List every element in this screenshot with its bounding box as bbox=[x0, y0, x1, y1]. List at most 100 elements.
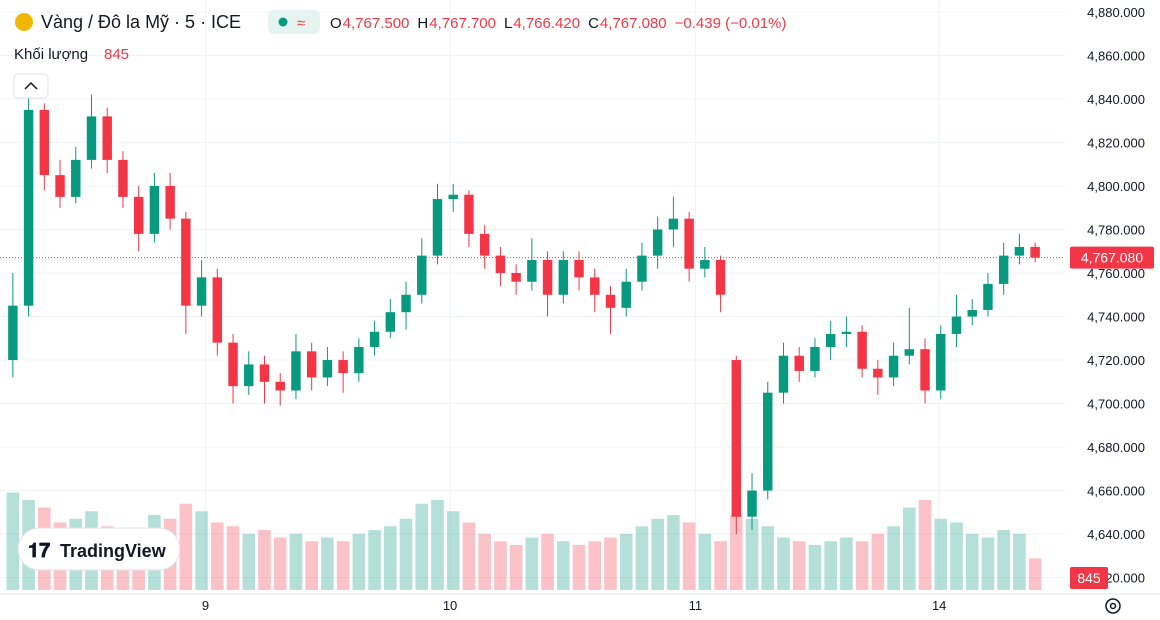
collapse-button[interactable] bbox=[13, 73, 49, 99]
volume-bar bbox=[855, 541, 869, 590]
volume-bar bbox=[808, 545, 822, 590]
volume-bar bbox=[431, 500, 444, 590]
volume-bar bbox=[509, 545, 523, 590]
volume-bar bbox=[997, 530, 1010, 590]
volume-bar bbox=[446, 511, 460, 590]
symbol-icon bbox=[15, 13, 33, 31]
volume-bar bbox=[6, 492, 20, 590]
brand-icon: 𝟏𝟕 bbox=[28, 540, 50, 562]
candle-body bbox=[605, 294, 616, 308]
candle-body bbox=[385, 312, 396, 332]
candle-body bbox=[1014, 246, 1025, 256]
candle-body bbox=[747, 490, 757, 517]
volume-bar bbox=[698, 533, 712, 590]
candle-body bbox=[951, 316, 962, 334]
candle-body bbox=[165, 186, 175, 219]
candle-body bbox=[794, 355, 804, 371]
volume-bar bbox=[965, 533, 979, 590]
volume-bar bbox=[651, 518, 664, 590]
volume-bar bbox=[761, 526, 775, 590]
volume-bar bbox=[211, 522, 224, 590]
y-tick-label: 4,740.000 bbox=[1087, 310, 1145, 325]
volume-bar bbox=[179, 503, 193, 590]
candle-body bbox=[574, 259, 584, 278]
candle-body bbox=[825, 333, 836, 347]
y-tick-label: 4,800.000 bbox=[1087, 179, 1145, 194]
candle-body bbox=[259, 364, 270, 382]
candle-body bbox=[967, 310, 977, 317]
legend-value: 4,767.500 bbox=[343, 15, 410, 32]
candle-body bbox=[432, 199, 443, 256]
volume-bar bbox=[572, 545, 586, 590]
volume-bar bbox=[305, 541, 318, 590]
volume-bar bbox=[336, 541, 350, 590]
candle-body bbox=[354, 346, 364, 374]
y-tick-label: 4,720.000 bbox=[1087, 353, 1145, 368]
candle-body bbox=[888, 355, 899, 378]
legend-value: 4,766.420 bbox=[513, 15, 580, 32]
candle-body bbox=[291, 351, 301, 391]
candle-body bbox=[700, 259, 710, 269]
brand-name: TradingView bbox=[60, 541, 167, 561]
candle-body bbox=[715, 259, 726, 295]
candle-body bbox=[983, 283, 993, 311]
y-tick-label: 4,820.000 bbox=[1087, 135, 1145, 150]
volume-bar bbox=[273, 537, 287, 590]
candle-body bbox=[652, 229, 663, 256]
status-pill bbox=[268, 10, 320, 34]
candle-body bbox=[621, 281, 631, 308]
candle-body bbox=[86, 116, 97, 160]
x-tick-label: 14 bbox=[932, 598, 946, 613]
volume-bar bbox=[934, 518, 948, 590]
volume-bar bbox=[494, 541, 507, 590]
volume-bar bbox=[840, 537, 853, 590]
volume-bar bbox=[871, 533, 885, 590]
y-tick-label: 4,880.000 bbox=[1087, 5, 1145, 20]
settings-button[interactable] bbox=[1105, 598, 1121, 614]
volume-bar bbox=[321, 537, 334, 590]
volume-bar bbox=[525, 537, 539, 590]
candle-body bbox=[542, 259, 553, 295]
legend-value: 4,767.700 bbox=[429, 15, 496, 32]
candle-body bbox=[936, 333, 946, 391]
candle-body bbox=[71, 159, 81, 197]
candle-body bbox=[920, 349, 930, 391]
candle-body bbox=[479, 233, 490, 256]
volume-bar bbox=[667, 515, 680, 590]
volume-bar bbox=[635, 526, 649, 590]
volume-bar bbox=[289, 533, 303, 590]
candle-body bbox=[149, 186, 160, 234]
legend-value: 4,767.080 bbox=[600, 15, 667, 32]
candle-body bbox=[401, 294, 411, 313]
volume-bar bbox=[384, 526, 397, 590]
candle-body bbox=[369, 331, 380, 347]
volume-bar bbox=[478, 533, 491, 590]
candle-body bbox=[196, 277, 207, 306]
x-tick-label: 10 bbox=[443, 598, 457, 613]
y-tick-label: 4,700.000 bbox=[1087, 397, 1145, 412]
candle-body bbox=[873, 368, 883, 378]
candle-body bbox=[8, 305, 18, 361]
candle-body bbox=[590, 277, 600, 295]
candle-body bbox=[558, 259, 569, 295]
volume-bar bbox=[981, 537, 995, 590]
status-dot bbox=[278, 17, 288, 27]
volume-bar bbox=[415, 503, 429, 590]
candle-body bbox=[495, 255, 506, 274]
volume-value: 845 bbox=[104, 46, 129, 63]
volume-bar bbox=[824, 541, 837, 590]
candle-body bbox=[684, 218, 694, 269]
candle-body bbox=[244, 364, 254, 387]
candle-body bbox=[841, 331, 852, 334]
candle-body bbox=[417, 255, 427, 295]
volume-bar bbox=[777, 537, 790, 590]
y-tick-label: 4,840.000 bbox=[1087, 92, 1145, 107]
candle-body bbox=[118, 159, 128, 197]
volume-bar bbox=[399, 518, 413, 590]
candle-body bbox=[527, 259, 537, 282]
legend-change: −0.439 (−0.01%) bbox=[675, 15, 787, 32]
y-tick-label: 4,660.000 bbox=[1087, 484, 1145, 499]
candle-body bbox=[464, 194, 474, 234]
